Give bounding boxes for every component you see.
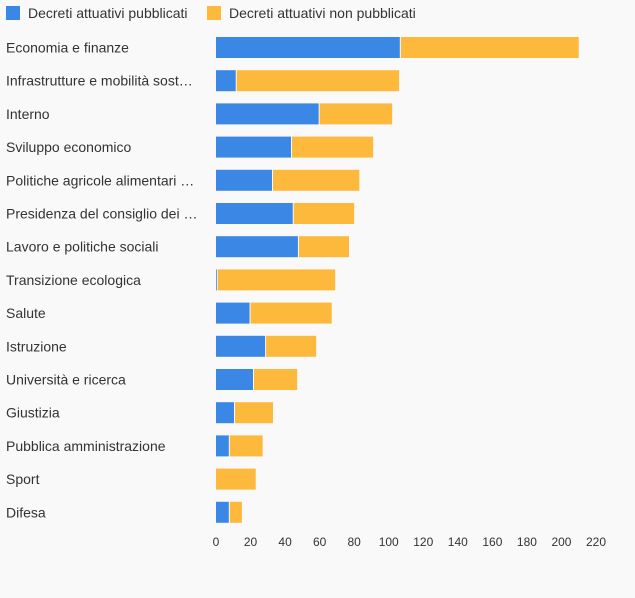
category-label: Pubblica amministrazione [6, 438, 166, 454]
bar-segment-non-pubblicati [298, 236, 349, 258]
bar-segment-non-pubblicati [217, 269, 336, 291]
x-tick-label: 20 [244, 535, 258, 549]
bar-segment-non-pubblicati [250, 302, 332, 324]
bar-segment-non-pubblicati [293, 203, 355, 224]
bar-segment-pubblicati [216, 236, 298, 258]
x-tick-label: 140 [448, 535, 468, 549]
bar-segment-non-pubblicati [266, 335, 317, 357]
bar-segment-non-pubblicati [236, 70, 400, 92]
bar-segment-non-pubblicati [216, 468, 256, 490]
x-tick-label: 120 [413, 535, 433, 549]
x-tick-label: 200 [551, 535, 571, 549]
bar-segment-non-pubblicati [229, 435, 263, 457]
category-label: Transizione ecologica [6, 272, 141, 288]
bar-segment-pubblicati [216, 302, 250, 324]
x-tick-label: 40 [278, 535, 292, 549]
bar-segment-pubblicati [216, 402, 234, 424]
category-label: Salute [6, 305, 46, 321]
bar-segment-non-pubblicati [235, 402, 273, 424]
x-tick-label: 60 [313, 535, 327, 549]
bar-segment-pubblicati [216, 369, 253, 390]
category-label: Politiche agricole alimentari … [6, 172, 194, 188]
bar-segment-non-pubblicati [292, 136, 374, 158]
legend-label-1: Decreti attuativi non pubblicati [229, 5, 416, 21]
category-label: Università e ricerca [6, 372, 126, 388]
legend: Decreti attuativi pubblicati Decreti attu… [6, 5, 416, 21]
category-label: Interno [6, 106, 50, 122]
x-tick-label: 220 [586, 535, 606, 549]
legend-swatch-1 [207, 6, 221, 20]
category-label: Economia e finanze [6, 40, 129, 56]
category-label: Istruzione [6, 338, 67, 354]
category-label: Giustizia [6, 405, 60, 421]
bar-segment-pubblicati [216, 435, 229, 457]
bar-segment-non-pubblicati [254, 369, 298, 390]
x-tick-label: 0 [213, 535, 220, 549]
bar-segment-pubblicati [216, 269, 217, 291]
category-label: Lavoro e politiche sociali [6, 239, 159, 255]
category-label: Sviluppo economico [6, 139, 132, 155]
bar-segment-pubblicati [216, 136, 291, 158]
category-label: Presidenza del consiglio dei … [6, 206, 197, 222]
bar-segment-non-pubblicati [229, 501, 242, 523]
x-axis-ticks: 0 20 40 60 80 100 120 140 160 180 200 220 [213, 535, 607, 549]
bar-segment-pubblicati [216, 501, 229, 523]
bar-segment-pubblicati [216, 335, 266, 357]
x-tick-label: 180 [517, 535, 537, 549]
legend-label-0: Decreti attuativi pubblicati [28, 5, 188, 21]
bar-segment-pubblicati [216, 70, 236, 92]
bars [216, 37, 579, 523]
bar-segment-non-pubblicati [400, 37, 579, 58]
x-tick-label: 100 [379, 535, 399, 549]
bar-segment-pubblicati [216, 169, 272, 191]
bar-segment-pubblicati [216, 37, 400, 58]
x-tick-label: 80 [348, 535, 362, 549]
category-labels: Economia e finanze Infrastrutture e mobil… [6, 40, 197, 521]
category-label: Infrastrutture e mobilità sost… [6, 73, 193, 89]
category-label: Sport [6, 471, 40, 487]
category-label: Difesa [6, 504, 46, 520]
bar-segment-non-pubblicati [319, 103, 393, 125]
bar-segment-pubblicati [216, 203, 293, 224]
legend-swatch-0 [6, 6, 20, 20]
bar-segment-pubblicati [216, 103, 319, 125]
bar-segment-non-pubblicati [273, 169, 360, 191]
x-tick-label: 160 [482, 535, 502, 549]
